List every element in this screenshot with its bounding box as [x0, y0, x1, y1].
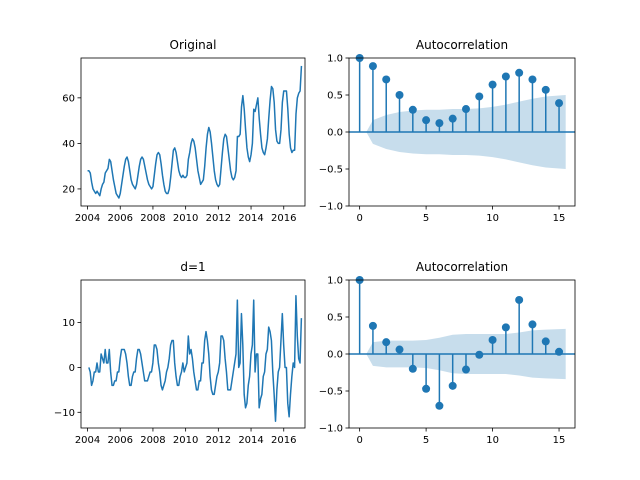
acf-point: [515, 68, 524, 77]
acf-point: [422, 384, 431, 393]
acf-point: [368, 62, 377, 71]
x-tick-label: 10: [486, 435, 499, 446]
acf-point: [448, 114, 457, 123]
acf-point: [435, 401, 444, 410]
acf-point: [528, 320, 537, 329]
acf-point: [435, 119, 444, 128]
x-tick-label: 2016: [271, 435, 296, 446]
x-tick-label: 2004: [75, 213, 100, 224]
chart-title: Autocorrelation: [416, 38, 508, 52]
x-tick-label: 0: [356, 213, 362, 224]
x-tick-label: 2006: [108, 213, 133, 224]
plot-frame: [80, 279, 306, 429]
acf-point: [408, 105, 417, 114]
acf-point: [515, 295, 524, 304]
x-tick-label: 2014: [238, 435, 263, 446]
y-tick-label: −10: [54, 408, 75, 419]
y-tick-label: 40: [62, 139, 75, 150]
y-tick-label: −0.5: [319, 387, 343, 398]
y-tick-label: 0.5: [327, 313, 343, 324]
acf-point: [461, 365, 470, 374]
y-tick-label: −1.0: [319, 424, 343, 435]
acf-point: [541, 85, 550, 94]
y-tick-label: 1.0: [327, 54, 343, 65]
y-tick-label: −1.0: [319, 202, 343, 213]
y-tick-label: 60: [62, 93, 75, 104]
acf-point: [488, 80, 497, 89]
chart-title: Original: [170, 38, 217, 52]
acf-point: [382, 338, 391, 347]
acf-point: [501, 72, 510, 81]
acf-point: [382, 75, 391, 84]
x-tick-label: 0: [356, 435, 362, 446]
y-tick-label: 0.5: [327, 91, 343, 102]
acf-point: [528, 75, 537, 84]
acf-point: [555, 347, 564, 356]
x-tick-label: 2008: [140, 213, 165, 224]
acf-point: [395, 91, 404, 99]
acf-point: [555, 99, 564, 108]
acf-point: [368, 321, 377, 330]
original-acf-panel: Autocorrelation 0 5 10 15 −1.0 −0.5 0.0 0.5 1.0: [319, 38, 576, 224]
acf-point: [475, 92, 484, 101]
x-tick-label: 2008: [140, 435, 165, 446]
x-tick-label: 2010: [173, 435, 198, 446]
plot-frame: [80, 57, 306, 207]
differenced-acf-panel: Autocorrelation 0 5 10 15 −1.0 −0.5 0.0 0.5 1.0: [319, 260, 576, 446]
y-tick-label: 0: [69, 363, 75, 374]
original-series-panel: Original 2004 2006 2008 2010 2012 2014 2016 20 40…: [62, 38, 306, 224]
acf-point: [461, 105, 470, 114]
acf-point: [488, 335, 497, 344]
x-tick-label: 2014: [238, 213, 263, 224]
x-tick-label: 5: [423, 435, 429, 446]
acf-point: [395, 345, 404, 354]
x-tick-label: 2006: [108, 435, 133, 446]
plot-frame: [348, 279, 576, 429]
acf-point: [475, 350, 484, 359]
y-tick-label: 10: [62, 318, 75, 329]
acf-point: [501, 323, 510, 332]
x-tick-label: 2012: [206, 213, 231, 224]
acf-point: [448, 381, 457, 390]
x-tick-label: 15: [553, 213, 566, 224]
x-tick-label: 10: [486, 213, 499, 224]
x-tick-label: 2012: [206, 435, 231, 446]
y-tick-label: 0.0: [327, 350, 343, 361]
y-tick-label: 1.0: [327, 276, 343, 287]
chart-title: Autocorrelation: [416, 260, 508, 274]
differenced-series-panel: d=1 2004 2006 2008 2010 2012 2014 2016 −10 0 10: [54, 260, 306, 446]
y-tick-label: −0.5: [319, 165, 343, 176]
x-tick-label: 15: [553, 435, 566, 446]
acf-point: [408, 364, 417, 373]
series-line: [87, 65, 303, 199]
x-tick-label: 2004: [75, 435, 100, 446]
plot-frame: [348, 57, 576, 207]
acf-point: [541, 337, 550, 346]
y-tick-label: 0.0: [327, 128, 343, 139]
x-tick-label: 5: [423, 213, 429, 224]
acf-point: [422, 116, 431, 125]
y-tick-label: 20: [62, 184, 75, 195]
series-line: [88, 294, 303, 423]
x-tick-label: 2016: [271, 213, 296, 224]
chart-title: d=1: [180, 260, 205, 274]
x-tick-label: 2010: [173, 213, 198, 224]
